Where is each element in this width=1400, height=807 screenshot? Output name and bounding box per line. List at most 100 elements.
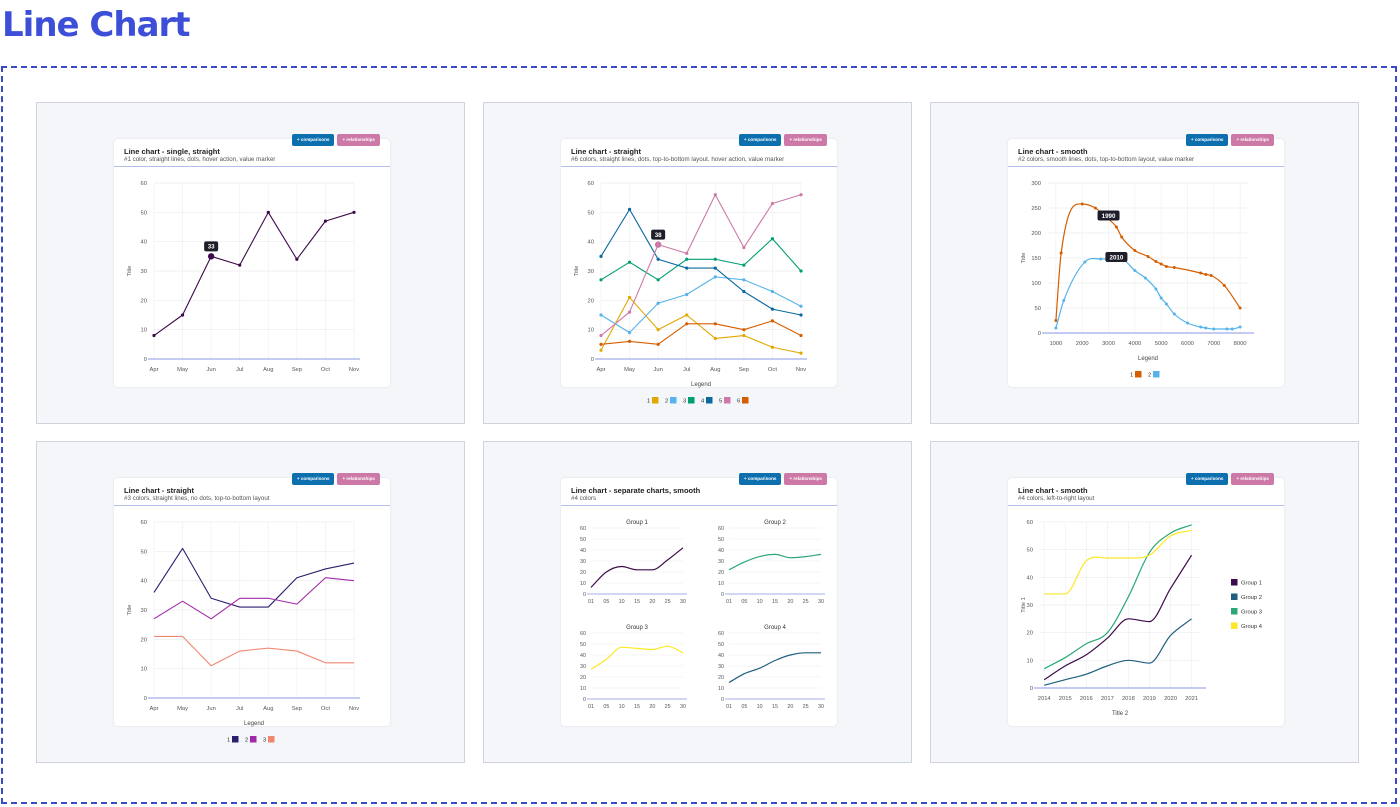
data-point[interactable] <box>627 339 632 343</box>
legend-item[interactable]: 2 <box>245 736 257 744</box>
facet-chart-3[interactable]: Group 3 0 10 20 30 40 50 60 01 05 10 15 20 25 30 <box>580 625 687 710</box>
data-point[interactable] <box>627 260 632 264</box>
data-point[interactable] <box>1080 202 1084 206</box>
comparisons-tag[interactable]: + comparisons <box>291 473 335 485</box>
relationships-tag[interactable]: + relationships <box>1231 134 1274 146</box>
series-line-Group 3[interactable] <box>1043 524 1192 670</box>
legend-item[interactable]: Group 1 <box>1231 579 1262 587</box>
data-point[interactable] <box>770 201 775 206</box>
facet-line[interactable] <box>728 652 821 684</box>
data-point[interactable] <box>599 313 603 317</box>
data-point[interactable] <box>799 193 803 197</box>
legend-item[interactable]: Group 2 <box>1231 593 1262 602</box>
data-point[interactable] <box>627 295 632 299</box>
legend-item[interactable]: 1 <box>1130 371 1142 379</box>
line-chart-c1[interactable]: 0 10 20 30 40 50 60 Apr May Jun Jul Aug Sep Oct Nov Tit… <box>114 169 390 387</box>
series-line-Group 4[interactable] <box>1044 529 1192 595</box>
comparisons-tag[interactable]: + comparisons <box>738 473 782 485</box>
data-point[interactable] <box>599 278 603 282</box>
data-point[interactable] <box>1093 206 1097 210</box>
legend-item[interactable]: 4 <box>701 397 713 405</box>
facet-chart-2[interactable]: Group 2 0 10 20 30 40 50 60 01 05 10 15 20 25 30 <box>718 520 825 605</box>
series-line-1[interactable] <box>600 296 802 354</box>
series-line-3[interactable] <box>600 238 802 281</box>
data-point[interactable] <box>799 313 803 317</box>
legend-item[interactable]: 6 <box>737 397 749 405</box>
data-point[interactable] <box>799 269 803 273</box>
facet-chart-4[interactable]: Group 4 0 10 20 30 40 50 60 01 05 10 15 20 25 30 <box>718 625 825 710</box>
data-point[interactable] <box>770 345 775 349</box>
data-point[interactable] <box>295 257 299 261</box>
data-point[interactable] <box>599 333 603 338</box>
data-point[interactable] <box>1083 260 1087 264</box>
comparisons-tag[interactable]: + comparisons <box>1185 473 1229 485</box>
highlight-point[interactable] <box>207 253 215 260</box>
data-point[interactable] <box>1114 225 1118 229</box>
data-point[interactable] <box>1164 265 1168 268</box>
data-point[interactable] <box>713 275 717 279</box>
legend-item[interactable]: 5 <box>719 397 731 405</box>
legend-item[interactable]: 1 <box>647 397 659 405</box>
data-point[interactable] <box>742 278 746 282</box>
data-point[interactable] <box>685 251 689 255</box>
data-point[interactable] <box>713 336 717 341</box>
data-point[interactable] <box>799 333 803 338</box>
comparisons-tag[interactable]: + comparisons <box>291 134 335 146</box>
data-point[interactable] <box>1238 306 1242 310</box>
data-point[interactable] <box>152 333 156 338</box>
relationships-tag[interactable]: + relationships <box>1231 473 1274 485</box>
data-point[interactable] <box>1159 262 1163 266</box>
relationships-tag[interactable]: + relationships <box>337 473 380 485</box>
series-line-5[interactable] <box>600 194 802 336</box>
data-point[interactable] <box>742 328 746 332</box>
data-point[interactable] <box>352 210 356 214</box>
data-point[interactable] <box>1164 302 1168 306</box>
legend-item[interactable]: 2 <box>1148 371 1160 379</box>
series-line-3[interactable] <box>154 635 354 667</box>
series-line-2[interactable] <box>600 276 802 334</box>
data-point[interactable] <box>1204 326 1208 330</box>
series-line-6[interactable] <box>600 320 802 345</box>
comparisons-tag[interactable]: + comparisons <box>1185 134 1229 146</box>
data-point[interactable] <box>656 342 660 346</box>
data-point[interactable] <box>713 322 717 326</box>
legend-item[interactable]: Group 4 <box>1231 622 1263 631</box>
data-point[interactable] <box>1230 327 1234 331</box>
data-point[interactable] <box>656 301 660 305</box>
data-point[interactable] <box>770 289 775 294</box>
data-point[interactable] <box>180 313 185 317</box>
line-chart-c4[interactable]: 0 10 20 30 40 50 60 Apr May Jun Jul Aug Sep Oct Nov Tit… <box>114 508 390 744</box>
data-point[interactable] <box>1120 235 1124 239</box>
data-point[interactable] <box>1054 326 1058 330</box>
data-point[interactable] <box>742 333 746 338</box>
series-line-2[interactable] <box>153 577 355 620</box>
data-point[interactable] <box>1172 312 1176 316</box>
facet-line[interactable] <box>728 553 822 571</box>
facet-line[interactable] <box>590 645 684 670</box>
data-point[interactable] <box>713 193 717 197</box>
data-point[interactable] <box>656 257 660 261</box>
data-point[interactable] <box>1238 325 1242 329</box>
data-point[interactable] <box>742 289 746 294</box>
data-point[interactable] <box>770 307 775 311</box>
data-point[interactable] <box>1212 327 1216 331</box>
data-point[interactable] <box>1059 251 1063 255</box>
data-point[interactable] <box>1099 257 1103 261</box>
line-chart-c6[interactable]: 0 10 20 30 40 50 60 2014 2015 2016 2017 2018 2019 202… <box>1008 508 1284 726</box>
data-point[interactable] <box>685 313 689 317</box>
data-point[interactable] <box>627 331 632 335</box>
data-point[interactable] <box>627 207 632 211</box>
relationships-tag[interactable]: + relationships <box>784 134 827 146</box>
data-point[interactable] <box>266 210 270 214</box>
legend-item[interactable]: 1 <box>227 736 239 744</box>
data-point[interactable] <box>1146 255 1150 258</box>
data-point[interactable] <box>685 266 689 270</box>
legend-item[interactable]: 2 <box>665 397 677 405</box>
data-point[interactable] <box>742 245 746 250</box>
series-line-0[interactable] <box>153 211 355 336</box>
data-point[interactable] <box>1222 284 1226 287</box>
legend-item[interactable]: 3 <box>683 397 695 405</box>
data-point[interactable] <box>323 219 328 223</box>
relationships-tag[interactable]: + relationships <box>784 473 827 485</box>
